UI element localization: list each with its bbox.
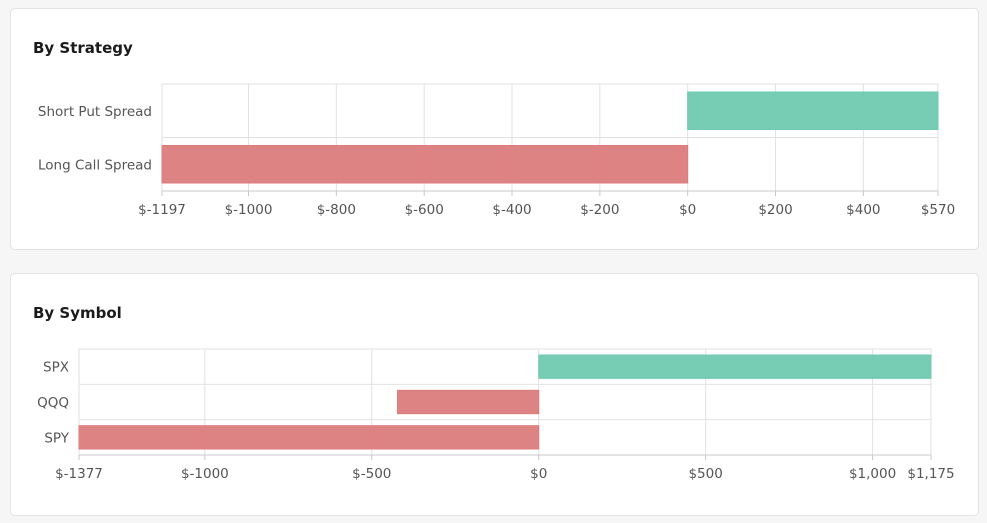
x-tick-label: $-1000 (181, 466, 229, 482)
category-label: QQQ (37, 395, 69, 411)
x-tick-label: $400 (846, 202, 880, 218)
x-tick-label: $0 (530, 466, 547, 482)
bar-spx[interactable] (538, 354, 932, 379)
x-tick-label: $-600 (405, 202, 444, 218)
category-label: SPX (43, 360, 69, 376)
x-tick-label: $-1377 (55, 466, 103, 482)
bar-spy[interactable] (78, 425, 540, 450)
x-tick-label: $-400 (492, 202, 531, 218)
by-strategy-chart: Short Put Spread Long Call Spread $-1197 $-… (38, 83, 955, 218)
bar-qqq[interactable] (396, 389, 540, 415)
x-tick-label: $570 (921, 202, 955, 218)
x-tick-label: $1,175 (907, 466, 954, 482)
bar-long-call-spread[interactable] (161, 145, 689, 184)
category-label: Short Put Spread (38, 104, 152, 120)
by-strategy-title: By Strategy (33, 39, 133, 57)
bar-short-put-spread[interactable] (687, 91, 939, 130)
x-tick-label: $1,000 (849, 466, 896, 482)
category-label: SPY (44, 430, 69, 446)
x-tick-label: $-1000 (225, 202, 273, 218)
x-tick-label: $-500 (352, 466, 391, 482)
by-symbol-chart: SPX QQQ SPY $-1377 $-1000 $-500 $0 $500 $1,000 $1… (37, 348, 955, 482)
category-label: Long Call Spread (38, 157, 152, 173)
x-tick-label: $-1197 (138, 202, 186, 218)
x-tick-label: $500 (688, 466, 722, 482)
by-strategy-card: By Strategy Short Put Spread Long Call Sp… (10, 8, 979, 250)
x-tick-label: $-200 (580, 202, 619, 218)
x-tick-label: $0 (679, 202, 696, 218)
x-tick-label: $-800 (317, 202, 356, 218)
by-symbol-card: By Symbol SPX QQQ SPY $-1377 $-1000 $-500 $0 $5… (10, 273, 979, 516)
x-tick-label: $200 (758, 202, 792, 218)
by-symbol-title: By Symbol (33, 304, 122, 322)
